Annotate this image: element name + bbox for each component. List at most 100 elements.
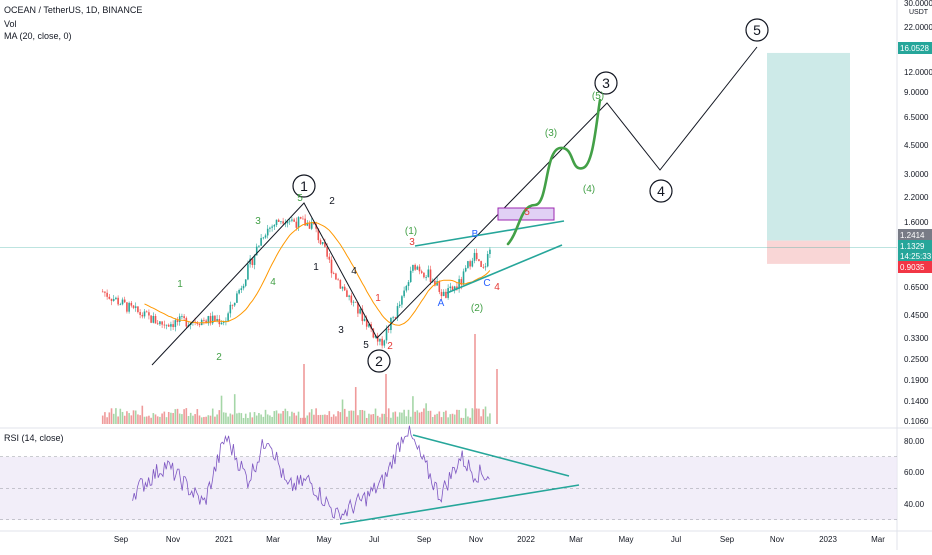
volume-bar [425, 403, 427, 424]
wave-1-label: 1 [300, 178, 308, 194]
symbol-legend[interactable]: OCEAN / TetherUS, 1D, BINANCE [4, 5, 143, 15]
volume-bar [326, 415, 328, 424]
volume-bar [379, 417, 381, 424]
volume-legend[interactable]: Vol [4, 19, 17, 29]
volume-bar [414, 411, 416, 424]
candle [117, 297, 119, 305]
candle [321, 242, 324, 244]
volume-bar [152, 413, 155, 424]
volume-bar [405, 416, 408, 424]
volume-bar [434, 414, 436, 424]
candle [350, 295, 353, 303]
volume-bar [482, 409, 485, 424]
candle [266, 228, 269, 236]
volume-bar [280, 413, 282, 424]
volume-bar [398, 412, 401, 424]
candle [299, 217, 302, 219]
volume-bar [174, 409, 177, 424]
candle [170, 324, 172, 327]
ma-legend[interactable]: MA (20, close, 0) [4, 31, 72, 41]
candle [156, 323, 159, 325]
volume-bar [163, 411, 166, 424]
candle [332, 273, 335, 275]
candle [297, 217, 300, 228]
wedge-upper-line [414, 220, 565, 247]
volume-bar [442, 411, 445, 424]
candle [407, 282, 410, 286]
candle [387, 328, 390, 331]
candle [313, 221, 315, 225]
volume-bar [328, 411, 331, 424]
volume-bar [372, 414, 375, 424]
candle [110, 298, 113, 301]
volume-bar [453, 414, 456, 424]
volume-bar [156, 416, 159, 424]
price-tick-label: 0.3300 [904, 334, 929, 343]
countdown-label-bg [898, 250, 932, 262]
volume-bar [148, 415, 150, 424]
candle [337, 279, 339, 281]
volume-bar [101, 415, 104, 424]
volume-bar [154, 414, 157, 424]
candle [139, 312, 141, 315]
volume-bar [132, 410, 135, 424]
volume-bar [480, 416, 482, 424]
candle [165, 324, 168, 326]
volume-bar [370, 414, 372, 424]
time-tick-label: Sep [114, 535, 129, 544]
candle [486, 254, 489, 267]
volume-bar [236, 413, 238, 424]
candle [216, 319, 218, 322]
volume-bar [275, 410, 278, 424]
candle [357, 302, 359, 314]
candle [392, 317, 394, 319]
volume-bar [387, 408, 390, 424]
countdown-label: 14:25:33 [900, 252, 932, 261]
volume-bar [189, 412, 192, 424]
candle [222, 322, 225, 323]
candle [167, 324, 170, 327]
candle [115, 297, 117, 300]
volume-bar [447, 417, 449, 424]
subwave-label: 2 [387, 341, 393, 352]
candle [244, 279, 247, 286]
subwave-label: 1 [313, 262, 319, 273]
volume-bar [376, 415, 379, 424]
time-tick-label: Mar [266, 535, 280, 544]
candle [449, 286, 452, 289]
volume-bar [253, 412, 256, 424]
subwave-label: 3 [338, 325, 344, 336]
candle [126, 302, 128, 312]
candle [264, 235, 267, 238]
volume-bar [420, 411, 423, 424]
volume-bar [396, 416, 399, 424]
rsi-legend[interactable]: RSI (14, close) [4, 433, 64, 443]
candle [339, 279, 342, 289]
stop-price-label: 0.9035 [900, 263, 925, 272]
candle [379, 338, 381, 342]
volume-bar [218, 410, 221, 424]
wave-4-circle [649, 179, 673, 203]
wave-3-label: 3 [602, 75, 610, 91]
candle [438, 281, 441, 292]
volume-bar [460, 417, 463, 424]
candle [412, 264, 414, 271]
volume-bar [161, 413, 163, 424]
candle [214, 315, 216, 322]
volume-bar [266, 414, 269, 424]
volume-bar [134, 410, 137, 424]
volume-bar [167, 411, 170, 424]
volume-bar [128, 413, 130, 424]
volume-bar [310, 409, 313, 424]
candle [172, 324, 174, 328]
subwave-label: C [483, 278, 490, 289]
volume-bar [123, 415, 126, 424]
volume-bar [297, 411, 300, 424]
volume-bar [119, 408, 122, 424]
volume-bar [332, 414, 335, 424]
volume-bar [343, 408, 346, 424]
candle [326, 246, 328, 257]
volume-bar [489, 413, 491, 424]
rsi-band [0, 456, 897, 520]
